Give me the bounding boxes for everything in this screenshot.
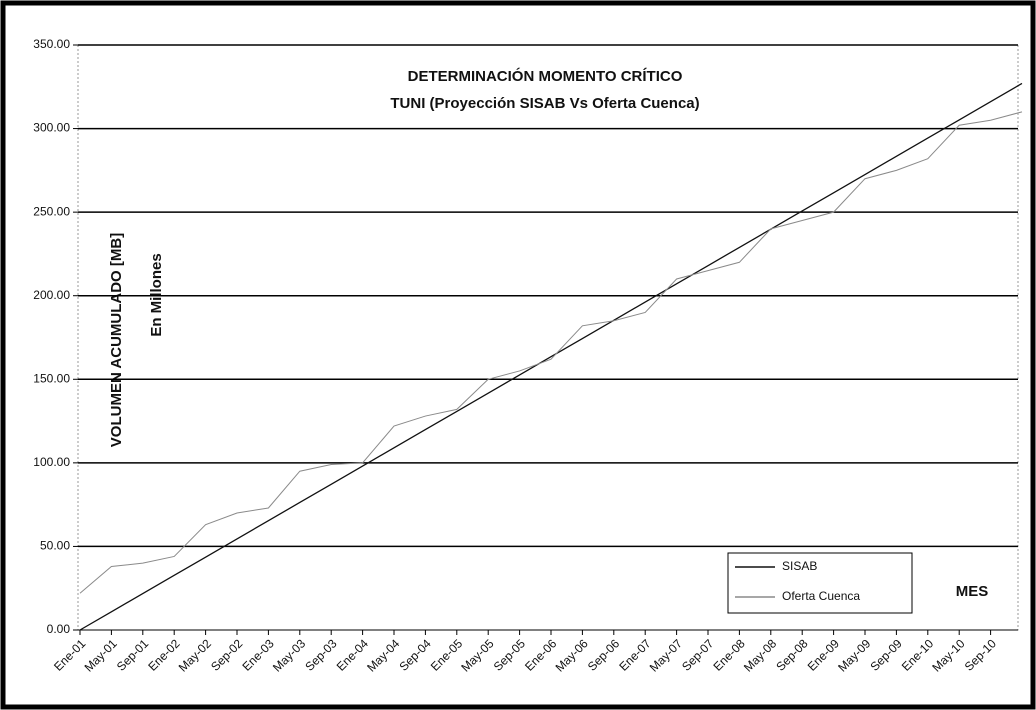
y-tick-label: 200.00	[33, 288, 70, 302]
series-line	[79, 111, 1023, 594]
legend-label: Oferta Cuenca	[782, 589, 860, 603]
chart-title: DETERMINACIÓN MOMENTO CRÍTICO	[408, 67, 683, 85]
y-tick-label: 250.00	[33, 204, 70, 218]
legend-label: SISAB	[782, 559, 817, 573]
y-tick-label: 50.00	[40, 539, 70, 553]
y-tick-label: 300.00	[33, 121, 70, 135]
y-tick-label: 100.00	[33, 455, 70, 469]
y-tick-label: 350.00	[33, 37, 70, 51]
legend	[727, 552, 913, 614]
y-tick-label: 150.00	[33, 371, 70, 385]
y-tick-label: 0.00	[47, 622, 71, 636]
x-axis-label: MES	[956, 583, 989, 600]
y-axis-label: VOLUMEN ACUMULADO [MB]	[108, 233, 125, 447]
chart-subtitle: TUNI (Proyección SISAB Vs Oferta Cuenca)	[390, 95, 699, 112]
series-line	[79, 82, 1023, 631]
